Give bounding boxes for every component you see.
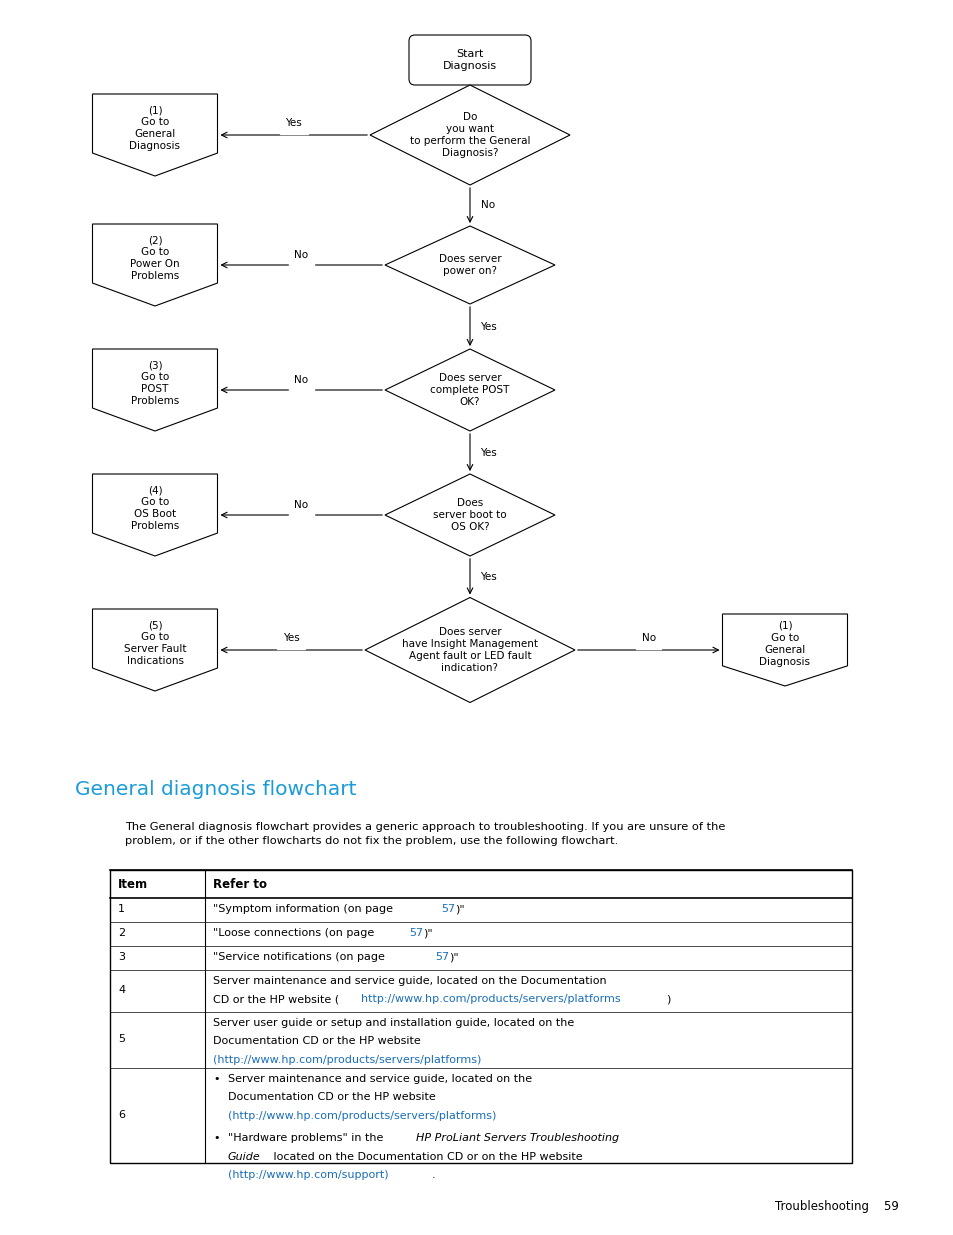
Text: No: No: [294, 249, 308, 261]
Text: CD or the HP website (: CD or the HP website (: [213, 994, 338, 1004]
Text: 57: 57: [435, 952, 449, 962]
Text: Server maintenance and service guide, located on the Documentation: Server maintenance and service guide, lo…: [213, 976, 606, 986]
Text: 3: 3: [118, 952, 125, 962]
Text: "Hardware problems" in the: "Hardware problems" in the: [228, 1134, 387, 1144]
Text: Start
Diagnosis: Start Diagnosis: [442, 49, 497, 72]
Polygon shape: [385, 350, 555, 431]
Polygon shape: [385, 226, 555, 304]
Polygon shape: [92, 94, 217, 177]
Polygon shape: [370, 85, 569, 185]
Text: "Service notifications (on page: "Service notifications (on page: [213, 952, 388, 962]
Text: (2)
Go to
Power On
Problems: (2) Go to Power On Problems: [130, 235, 179, 282]
Text: http://www.hp.com/products/servers/platforms: http://www.hp.com/products/servers/platf…: [360, 994, 620, 1004]
Text: (5)
Go to
Server Fault
Indications: (5) Go to Server Fault Indications: [124, 620, 186, 666]
Text: )": )": [449, 952, 458, 962]
Text: )": )": [455, 904, 464, 914]
Text: Server maintenance and service guide, located on the: Server maintenance and service guide, lo…: [228, 1074, 532, 1084]
Text: 5: 5: [118, 1034, 125, 1044]
Text: Troubleshooting    59: Troubleshooting 59: [774, 1200, 898, 1213]
Text: (1)
Go to
General
Diagnosis: (1) Go to General Diagnosis: [130, 105, 180, 151]
Text: Yes: Yes: [479, 572, 496, 582]
Text: (4)
Go to
OS Boot
Problems: (4) Go to OS Boot Problems: [131, 485, 179, 531]
Text: (http://www.hp.com/products/servers/platforms): (http://www.hp.com/products/servers/plat…: [228, 1112, 496, 1121]
Text: ): ): [665, 994, 670, 1004]
Text: 4: 4: [118, 986, 125, 995]
Text: 1: 1: [118, 904, 125, 914]
Text: 57: 57: [440, 904, 455, 914]
Text: The General diagnosis flowchart provides a generic approach to troubleshooting. : The General diagnosis flowchart provides…: [125, 823, 724, 846]
Text: (http://www.hp.com/support): (http://www.hp.com/support): [228, 1171, 388, 1181]
Text: Does server
complete POST
OK?: Does server complete POST OK?: [430, 373, 509, 408]
Text: "Loose connections (on page: "Loose connections (on page: [213, 927, 377, 939]
Text: )": )": [422, 927, 432, 939]
Polygon shape: [92, 350, 217, 431]
Text: Yes: Yes: [285, 119, 302, 128]
Text: Yes: Yes: [479, 321, 496, 331]
Text: General diagnosis flowchart: General diagnosis flowchart: [75, 781, 356, 799]
Text: 2: 2: [118, 927, 125, 939]
Text: Does server
power on?: Does server power on?: [438, 254, 500, 275]
Text: Yes: Yes: [479, 447, 496, 457]
Text: Documentation CD or the HP website: Documentation CD or the HP website: [228, 1093, 436, 1103]
Text: Do
you want
to perform the General
Diagnosis?: Do you want to perform the General Diagn…: [410, 112, 530, 158]
Text: located on the Documentation CD or on the HP website: located on the Documentation CD or on th…: [270, 1152, 582, 1162]
Polygon shape: [721, 614, 846, 685]
Polygon shape: [385, 474, 555, 556]
Text: .: .: [432, 1171, 436, 1181]
Polygon shape: [365, 598, 575, 703]
Text: (3)
Go to
POST
Problems: (3) Go to POST Problems: [131, 361, 179, 406]
Text: HP ProLiant Servers Troubleshooting: HP ProLiant Servers Troubleshooting: [416, 1134, 618, 1144]
Text: Server user guide or setup and installation guide, located on the: Server user guide or setup and installat…: [213, 1018, 574, 1028]
Text: "Symptom information (on page: "Symptom information (on page: [213, 904, 396, 914]
Text: •: •: [213, 1074, 219, 1084]
FancyBboxPatch shape: [409, 35, 531, 85]
Text: Does server
have Insight Management
Agent fault or LED fault
indication?: Does server have Insight Management Agen…: [401, 627, 537, 673]
Text: Refer to: Refer to: [213, 878, 267, 890]
Text: 6: 6: [118, 1109, 125, 1119]
Text: Guide: Guide: [228, 1152, 260, 1162]
Polygon shape: [92, 474, 217, 556]
Text: No: No: [294, 500, 308, 510]
Text: Documentation CD or the HP website: Documentation CD or the HP website: [213, 1036, 420, 1046]
Text: No: No: [480, 200, 495, 210]
Bar: [110, 869, 851, 1163]
Text: No: No: [641, 634, 655, 643]
Text: 57: 57: [409, 927, 423, 939]
Text: •: •: [213, 1134, 219, 1144]
Text: No: No: [294, 375, 308, 385]
Text: (1)
Go to
General
Diagnosis: (1) Go to General Diagnosis: [759, 621, 810, 667]
Text: Item: Item: [118, 878, 148, 890]
Polygon shape: [92, 609, 217, 692]
Text: (http://www.hp.com/products/servers/platforms): (http://www.hp.com/products/servers/plat…: [213, 1055, 481, 1065]
Text: Does
server boot to
OS OK?: Does server boot to OS OK?: [433, 498, 506, 532]
Polygon shape: [92, 224, 217, 306]
Text: Yes: Yes: [283, 634, 299, 643]
